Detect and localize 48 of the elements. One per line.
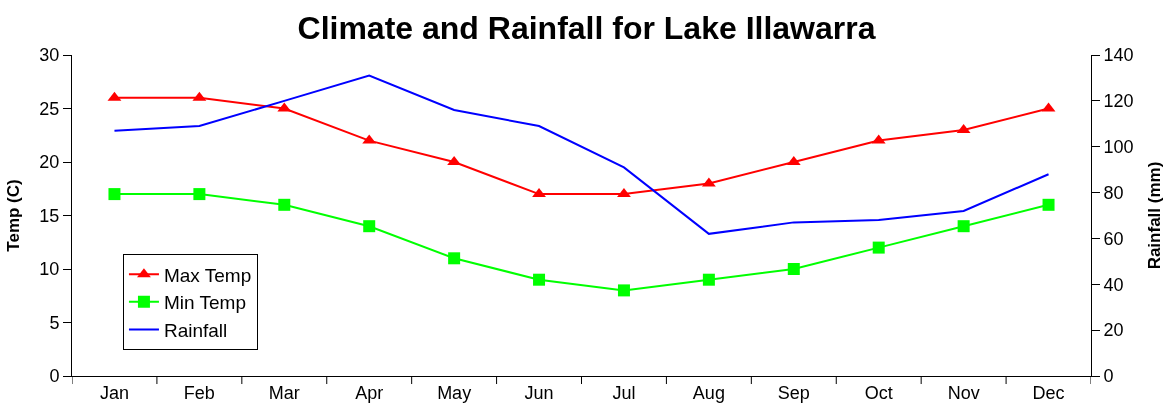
y-tick-label: 20 (39, 152, 60, 173)
point (363, 220, 376, 233)
point (448, 252, 461, 265)
point (278, 198, 291, 211)
y2-tick-label: 40 (1103, 274, 1124, 295)
y-tick-label: 15 (39, 205, 60, 226)
y2-tick-label: 100 (1103, 137, 1134, 158)
point (617, 188, 631, 198)
y2-tick-label: 120 (1103, 91, 1134, 112)
x-tick-label: Aug (692, 382, 725, 403)
line-series (113, 74, 1050, 235)
y-tick-label: 25 (39, 98, 60, 119)
y2-tick-label: 140 (1103, 45, 1134, 66)
point (617, 284, 630, 297)
x-tick-label: Sep (777, 382, 810, 403)
x-tick-label: Dec (1032, 382, 1065, 403)
point (533, 273, 546, 286)
chart-title: Climate and Rainfall for Lake Illawarra (297, 10, 876, 47)
legend-label: Max Temp (163, 264, 252, 286)
x-tick-label: Nov (947, 382, 980, 403)
x-tick-label: Apr (355, 382, 384, 403)
point (193, 188, 206, 201)
point (872, 241, 885, 254)
point (787, 263, 800, 275)
point (957, 220, 970, 233)
y-tick-label: 10 (39, 259, 60, 280)
point (1042, 198, 1055, 211)
y-tick-label: 0 (49, 366, 60, 387)
y-axis-title: Temp (C) (3, 179, 23, 252)
x-tick-label: Jan (99, 382, 129, 403)
legend-label: Min Temp (163, 292, 246, 314)
x-tick-label: Jul (612, 382, 636, 403)
x-tick-label: May (437, 382, 472, 403)
y2-axis-title: Rainfall (mm) (1145, 161, 1165, 270)
y2-tick-label: 80 (1103, 182, 1124, 203)
y-tick-label: 5 (49, 312, 60, 333)
y2-tick-label: 60 (1103, 228, 1124, 249)
y2-tick-label: 20 (1103, 320, 1124, 341)
x-tick-label: Mar (268, 382, 300, 403)
y2-tick-label: 0 (1103, 366, 1114, 387)
y-tick-label: 30 (39, 45, 60, 66)
point (532, 188, 546, 198)
x-tick-label: Jun (524, 382, 554, 403)
point (108, 188, 121, 201)
point (702, 273, 715, 286)
legend-label: Rainfall (163, 319, 228, 341)
x-tick-label: Oct (864, 382, 893, 403)
x-tick-label: Feb (183, 382, 215, 403)
